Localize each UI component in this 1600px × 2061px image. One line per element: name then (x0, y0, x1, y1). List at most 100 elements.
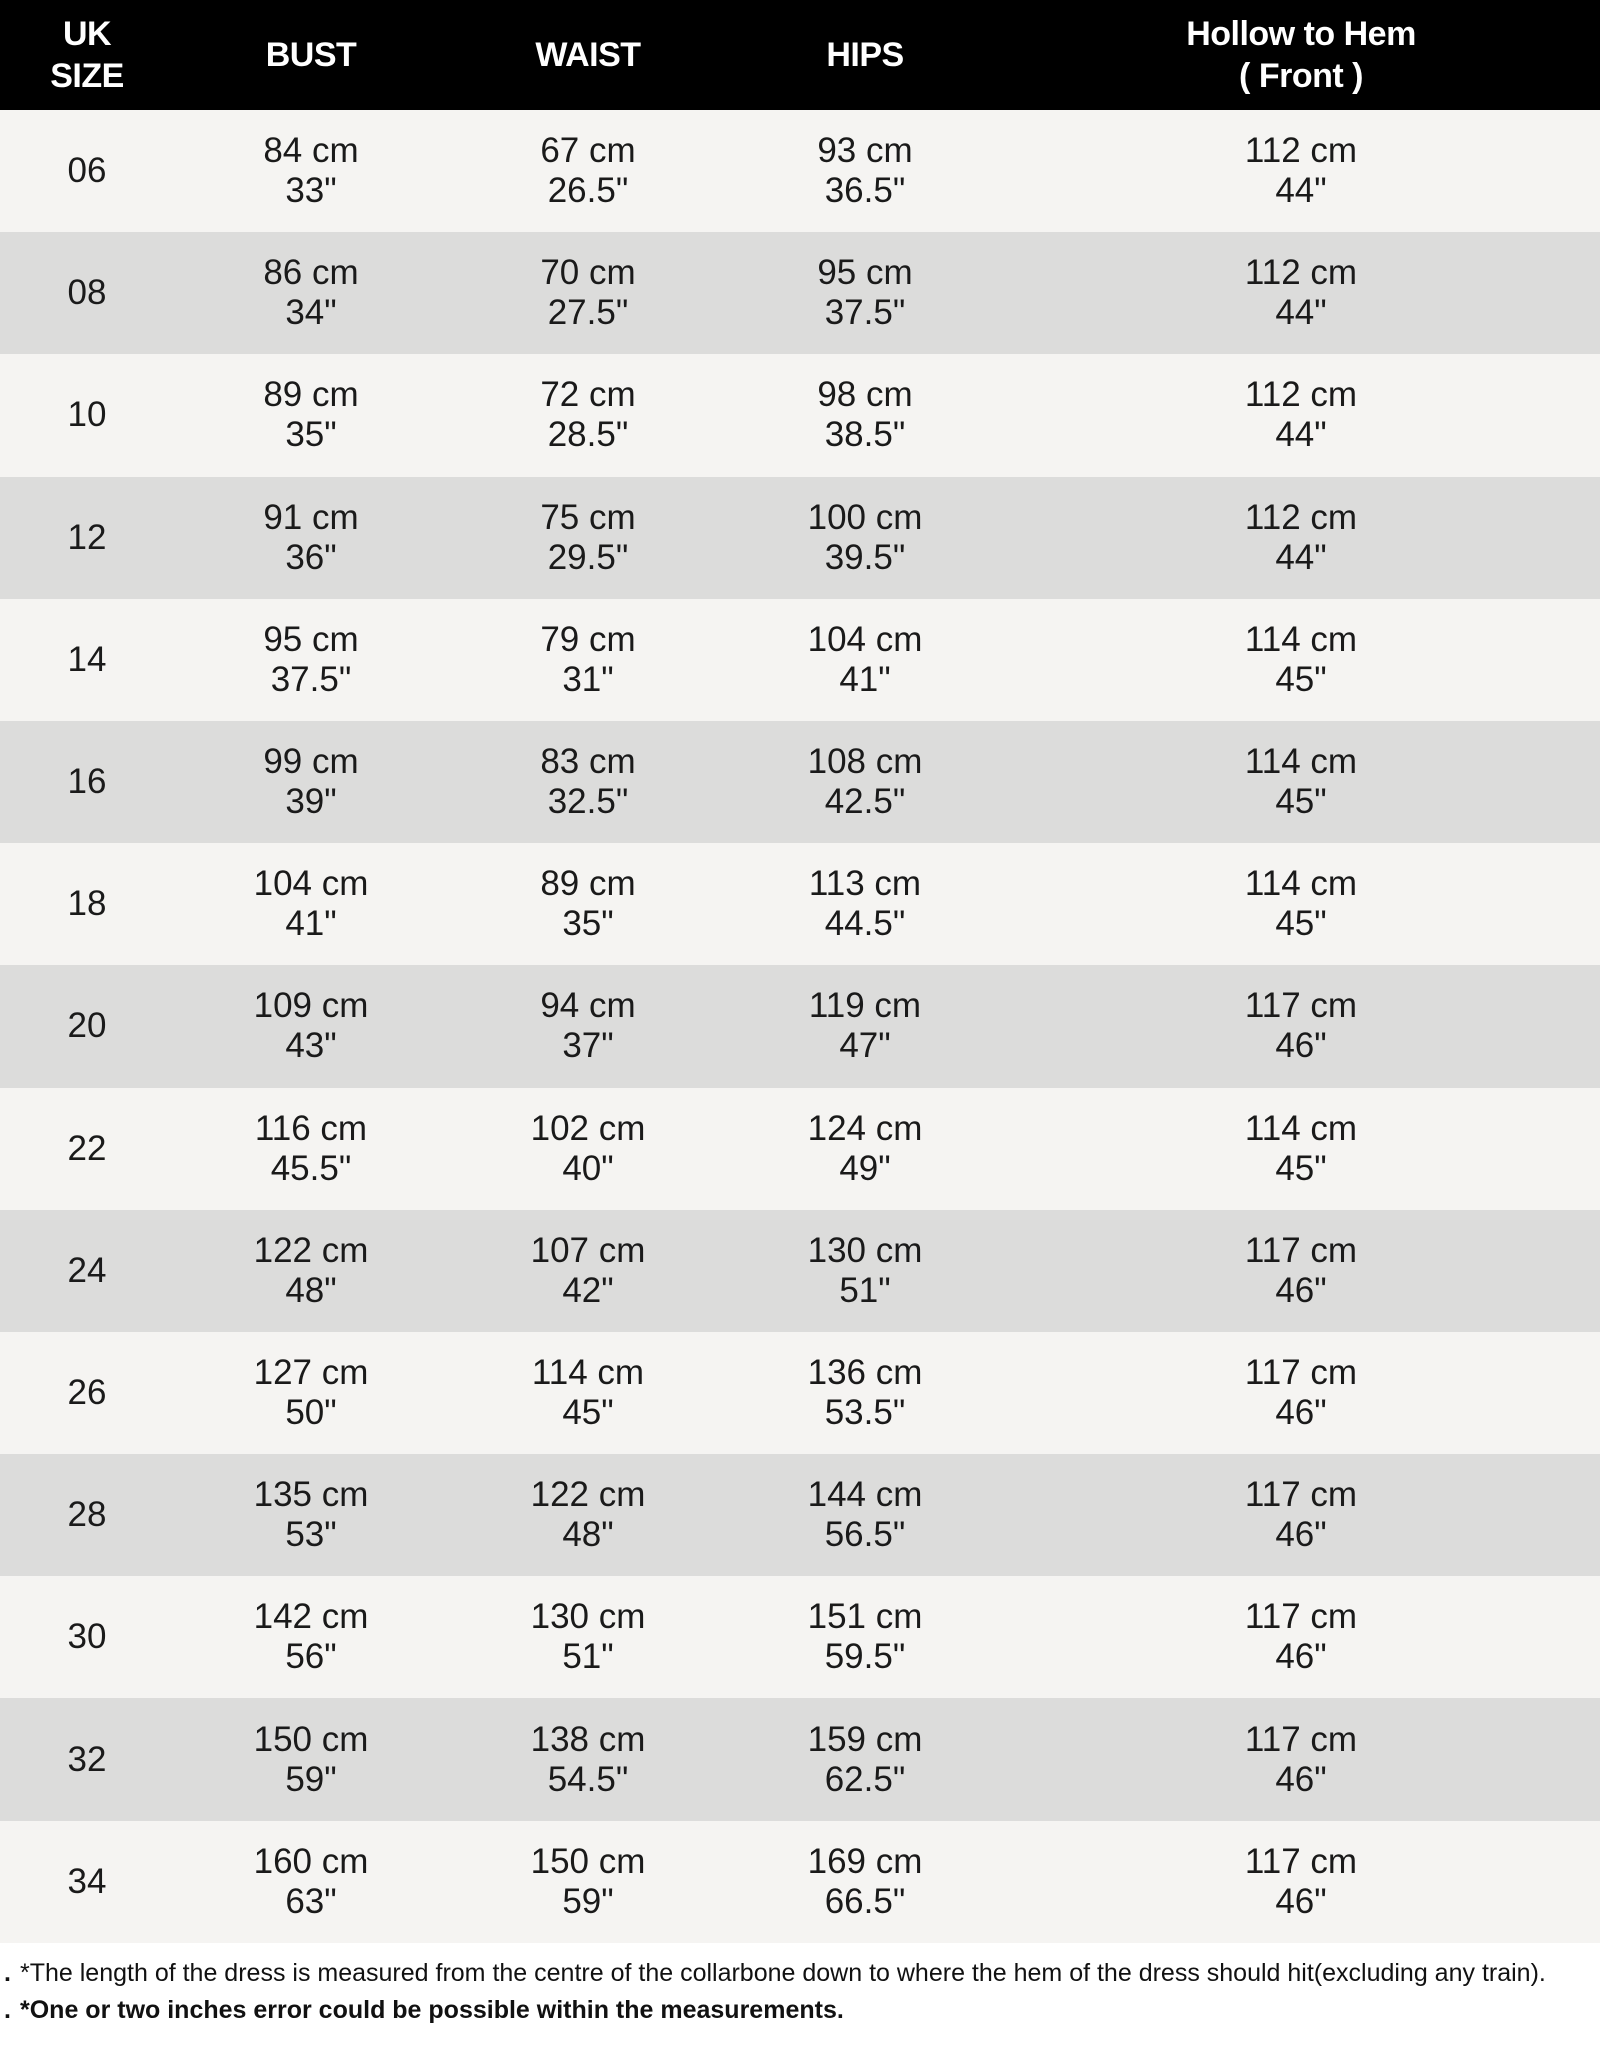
value-cm: 160 cm (253, 1841, 369, 1881)
cell-bust: 86 cm 34" (174, 253, 448, 333)
value-inches: 29.5" (547, 537, 629, 577)
cell-hips: 113 cm 44.5" (728, 864, 1002, 944)
cell-waist: 89 cm 35" (448, 864, 728, 944)
value-inches: 44" (1275, 293, 1327, 333)
value-inches: 54.5" (547, 1759, 629, 1799)
value-inches: 45" (1275, 659, 1327, 699)
cell-waist: 94 cm 37" (448, 986, 728, 1066)
value-cm: 114 cm (531, 1352, 645, 1392)
table-body: 06 84 cm 33" 67 cm 26.5" 93 cm 36.5" 112 cm 44" 0… (0, 110, 1600, 1943)
value-inches: 59" (562, 1881, 614, 1921)
value-cm: 107 cm (530, 1230, 646, 1270)
value-inches: 59" (285, 1759, 337, 1799)
cell-bust: 99 cm 39" (174, 742, 448, 822)
value-cm: 124 cm (807, 1108, 923, 1148)
cell-waist: 83 cm 32.5" (448, 742, 728, 822)
value-cm: 84 cm (263, 131, 359, 171)
value-inches: 53.5" (824, 1392, 906, 1432)
bullet: . (4, 1995, 11, 2024)
value-inches: 45" (1275, 904, 1327, 944)
table-row: 20 109 cm 43" 94 cm 37" 119 cm 47" 117 cm 46" (0, 965, 1600, 1088)
header-uk-size-line2: SIZE (50, 57, 124, 95)
value-inches: 46" (1275, 1881, 1327, 1921)
notes: . *The length of the dress is measured f… (0, 1943, 1600, 2029)
value-cm: 95 cm (817, 253, 913, 293)
cell-bust: 127 cm 50" (174, 1353, 448, 1433)
table-row: 06 84 cm 33" 67 cm 26.5" 93 cm 36.5" 112 cm 44" (0, 110, 1600, 233)
value-inches: 44.5" (824, 904, 906, 944)
cell-waist: 122 cm 48" (448, 1475, 728, 1555)
cell-uk-size: 18 (67, 884, 107, 924)
cell-hollow: 114 cm 45" (1002, 1109, 1600, 1189)
value-inches: 37.5" (824, 293, 906, 333)
cell-bust: 89 cm 35" (174, 375, 448, 455)
value-cm: 144 cm (807, 1475, 923, 1515)
value-inches: 31" (562, 659, 614, 699)
value-inches: 41" (839, 659, 891, 699)
value-cm: 122 cm (530, 1475, 646, 1515)
table-row: 10 89 cm 35" 72 cm 28.5" 98 cm 38.5" 112 cm 44" (0, 354, 1600, 477)
value-inches: 33" (285, 171, 337, 211)
cell-hips: 108 cm 42.5" (728, 742, 1002, 822)
value-cm: 114 cm (1244, 742, 1358, 782)
table-row: 12 91 cm 36" 75 cm 29.5" 100 cm 39.5" 112 cm 44" (0, 476, 1600, 599)
value-cm: 119 cm (808, 986, 922, 1026)
value-cm: 99 cm (263, 742, 359, 782)
cell-waist: 75 cm 29.5" (448, 498, 728, 578)
header-uk-size: UK SIZE (0, 13, 174, 97)
value-cm: 117 cm (1244, 1475, 1358, 1515)
cell-hips: 159 cm 62.5" (728, 1720, 1002, 1800)
value-cm: 159 cm (807, 1719, 923, 1759)
value-inches: 42.5" (824, 782, 906, 822)
cell-uk-size: 12 (67, 517, 107, 557)
header-waist: WAIST (535, 36, 641, 74)
cell-uk-size: 32 (67, 1739, 107, 1779)
bullet: . (4, 1958, 11, 1987)
value-inches: 62.5" (824, 1759, 906, 1799)
value-inches: 35" (562, 904, 614, 944)
value-cm: 117 cm (1244, 1719, 1358, 1759)
cell-hollow: 117 cm 46" (1002, 1231, 1600, 1311)
value-cm: 94 cm (540, 986, 636, 1026)
value-cm: 112 cm (1244, 253, 1358, 293)
value-inches: 59.5" (824, 1637, 906, 1677)
value-inches: 46" (1275, 1515, 1327, 1555)
cell-waist: 150 cm 59" (448, 1842, 728, 1922)
value-cm: 83 cm (540, 742, 636, 782)
value-inches: 44" (1275, 537, 1327, 577)
value-inches: 44" (1275, 415, 1327, 455)
value-inches: 35" (285, 415, 337, 455)
cell-hips: 98 cm 38.5" (728, 375, 1002, 455)
cell-waist: 79 cm 31" (448, 620, 728, 700)
cell-hollow: 114 cm 45" (1002, 620, 1600, 700)
header-uk-size-line1: UK (62, 15, 112, 53)
value-inches: 46" (1275, 1759, 1327, 1799)
cell-hips: 124 cm 49" (728, 1109, 1002, 1189)
cell-hips: 100 cm 39.5" (728, 498, 1002, 578)
cell-hollow: 114 cm 45" (1002, 742, 1600, 822)
value-inches: 26.5" (547, 171, 629, 211)
value-inches: 42" (562, 1270, 614, 1310)
cell-waist: 67 cm 26.5" (448, 131, 728, 211)
cell-bust: 122 cm 48" (174, 1231, 448, 1311)
cell-hollow: 117 cm 46" (1002, 1597, 1600, 1677)
value-cm: 136 cm (807, 1352, 923, 1392)
value-inches: 56.5" (824, 1515, 906, 1555)
cell-hollow: 117 cm 46" (1002, 1475, 1600, 1555)
value-inches: 48" (562, 1515, 614, 1555)
cell-bust: 91 cm 36" (174, 498, 448, 578)
table-row: 14 95 cm 37.5" 79 cm 31" 104 cm 41" 114 cm 45" (0, 598, 1600, 721)
table-row: 28 135 cm 53" 122 cm 48" 144 cm 56.5" 117 cm 46" (0, 1454, 1600, 1577)
value-cm: 112 cm (1244, 131, 1358, 171)
value-cm: 135 cm (253, 1475, 369, 1515)
value-inches: 39.5" (824, 537, 906, 577)
cell-waist: 72 cm 28.5" (448, 375, 728, 455)
cell-uk-size: 24 (67, 1250, 107, 1290)
cell-waist: 138 cm 54.5" (448, 1720, 728, 1800)
value-cm: 93 cm (817, 131, 913, 171)
cell-uk-size: 20 (67, 1006, 107, 1046)
cell-waist: 107 cm 42" (448, 1231, 728, 1311)
value-inches: 38.5" (824, 415, 906, 455)
table-row: 30 142 cm 56" 130 cm 51" 151 cm 59.5" 117 cm 46" (0, 1576, 1600, 1699)
cell-uk-size: 10 (67, 395, 107, 435)
